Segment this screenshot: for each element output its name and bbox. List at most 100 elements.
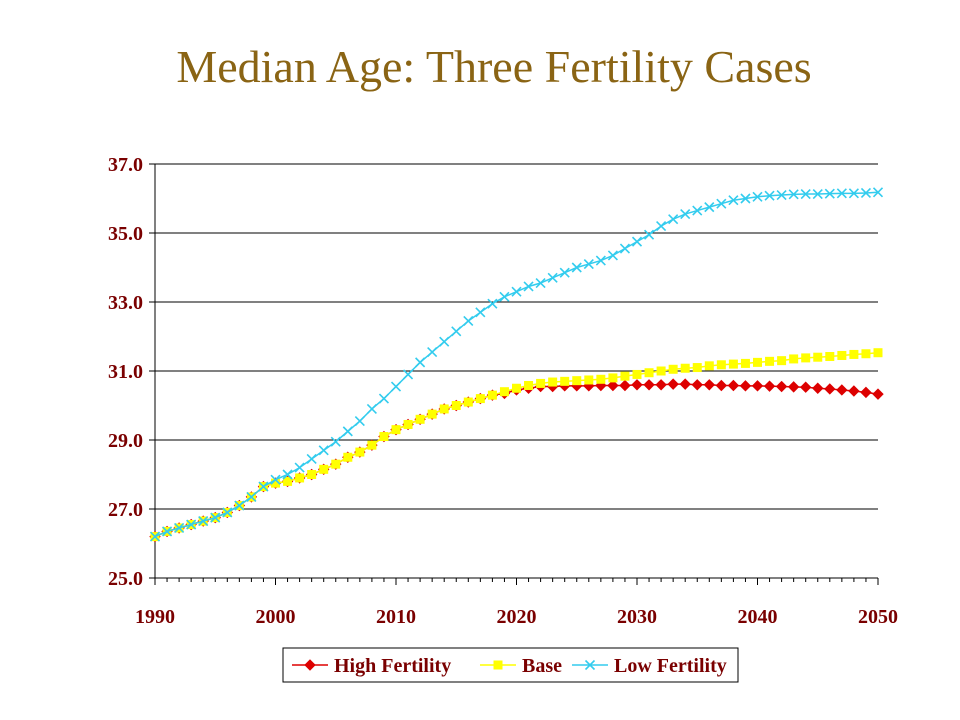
x-tick-label: 2020 [497, 606, 537, 628]
data-point [667, 378, 679, 390]
legend: High Fertility Base Low Fertility [282, 647, 739, 683]
gridlines [155, 163, 878, 579]
data-point [643, 229, 655, 240]
data-point [789, 354, 799, 364]
data-point [427, 346, 438, 358]
data-point [679, 378, 691, 390]
data-point [390, 381, 402, 392]
data-point [596, 374, 606, 384]
data-point [765, 356, 775, 366]
x-tick-label: 2000 [256, 606, 296, 628]
data-point [812, 188, 823, 200]
data-point [716, 198, 727, 209]
data-point [402, 369, 414, 380]
data-point [608, 373, 618, 383]
data-point [499, 387, 509, 397]
y-tick-label: 31.0 [108, 361, 143, 383]
data-point [861, 349, 871, 359]
data-point [800, 188, 811, 200]
data-point [631, 379, 643, 391]
data-point [860, 187, 872, 199]
x-axis-ticks: 1990 2000 2010 2020 2030 2040 2050 [135, 578, 898, 628]
data-point [752, 191, 763, 202]
data-point [739, 380, 752, 392]
data-point [704, 361, 714, 371]
data-point [198, 516, 209, 527]
data-point [523, 281, 534, 292]
data-point [595, 255, 606, 266]
data-point [427, 409, 437, 419]
data-point [668, 214, 679, 225]
data-point [620, 371, 630, 381]
legend-item: Base [480, 655, 562, 677]
data-point [572, 376, 582, 386]
data-point [680, 208, 691, 220]
data-point [776, 189, 787, 201]
data-point [607, 379, 619, 392]
data-point [632, 369, 642, 379]
series-low-fertility [149, 187, 884, 542]
data-point [439, 404, 449, 414]
data-point [656, 366, 666, 376]
data-point [535, 277, 546, 289]
data-point [848, 188, 859, 199]
data-point [799, 381, 812, 393]
series-high-fertility [149, 378, 884, 543]
data-point [149, 531, 161, 542]
data-point [787, 381, 800, 393]
data-point [331, 459, 341, 469]
data-point [704, 202, 715, 213]
legend-label: Base [522, 655, 562, 677]
data-point [644, 368, 654, 378]
data-point [258, 481, 269, 492]
data-point [763, 380, 776, 392]
data-point [692, 363, 702, 373]
legend-label: Low Fertility [614, 655, 727, 677]
x-tick-label: 1990 [135, 606, 175, 628]
data-point [234, 500, 245, 511]
data-point [270, 474, 281, 485]
data-point [631, 236, 643, 247]
data-point [210, 512, 221, 523]
data-point [306, 453, 317, 465]
data-point [824, 383, 836, 395]
data-point [692, 205, 703, 216]
data-point [343, 452, 353, 462]
data-point [330, 436, 341, 447]
data-point [487, 298, 498, 309]
data-point [511, 286, 522, 297]
x-tick-label: 2010 [376, 606, 416, 628]
legend-swatch-marker [304, 659, 316, 671]
data-point [716, 360, 726, 370]
data-point [872, 388, 884, 400]
data-point [294, 462, 305, 473]
data-point [378, 393, 390, 404]
data-point [812, 382, 824, 394]
data-point [415, 357, 426, 368]
data-point [813, 352, 823, 362]
data-point [283, 476, 293, 486]
data-point [619, 243, 631, 254]
data-point [548, 377, 558, 387]
legend-label: High Fertility [334, 655, 451, 677]
y-axis-ticks: 25.0 27.0 29.0 31.0 33.0 35.0 37.0 [108, 154, 155, 590]
data-point [512, 383, 521, 393]
data-point [524, 380, 534, 390]
data-point [753, 357, 762, 367]
data-point [764, 190, 775, 201]
data-point [775, 380, 788, 393]
data-point [691, 379, 703, 391]
data-point [643, 379, 655, 391]
data-point [318, 445, 329, 456]
data-point [848, 385, 860, 397]
data-point [825, 352, 835, 362]
data-point [439, 336, 450, 347]
data-point [777, 356, 787, 366]
data-point [355, 447, 365, 457]
data-point [824, 188, 835, 199]
data-point [583, 258, 594, 270]
data-point [451, 326, 462, 337]
data-point [728, 359, 738, 369]
data-point [619, 379, 631, 392]
